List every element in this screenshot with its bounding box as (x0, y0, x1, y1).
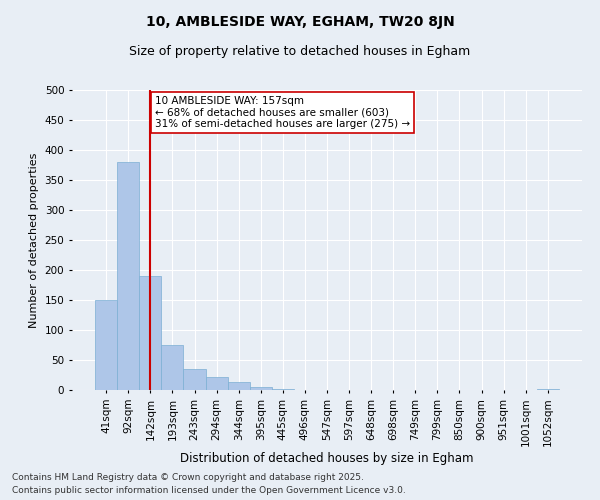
Y-axis label: Number of detached properties: Number of detached properties (29, 152, 39, 328)
Bar (117, 162, 139, 390)
Bar (139, 276, 161, 390)
Text: 10, AMBLESIDE WAY, EGHAM, TW20 8JN: 10, AMBLESIDE WAY, EGHAM, TW20 8JN (146, 15, 454, 29)
Bar (227, 382, 250, 390)
Bar (206, 377, 227, 390)
Text: Contains HM Land Registry data © Crown copyright and database right 2025.: Contains HM Land Registry data © Crown c… (12, 474, 364, 482)
Text: 10 AMBLESIDE WAY: 157sqm
← 68% of detached houses are smaller (603)
31% of semi-: 10 AMBLESIDE WAY: 157sqm ← 68% of detach… (155, 96, 410, 129)
Bar (95, 300, 117, 390)
X-axis label: Distribution of detached houses by size in Egham: Distribution of detached houses by size … (180, 452, 474, 465)
Text: Size of property relative to detached houses in Egham: Size of property relative to detached ho… (130, 45, 470, 58)
Bar (161, 345, 184, 390)
Text: Contains public sector information licensed under the Open Government Licence v3: Contains public sector information licen… (12, 486, 406, 495)
Bar (184, 369, 206, 390)
Bar (250, 387, 272, 390)
